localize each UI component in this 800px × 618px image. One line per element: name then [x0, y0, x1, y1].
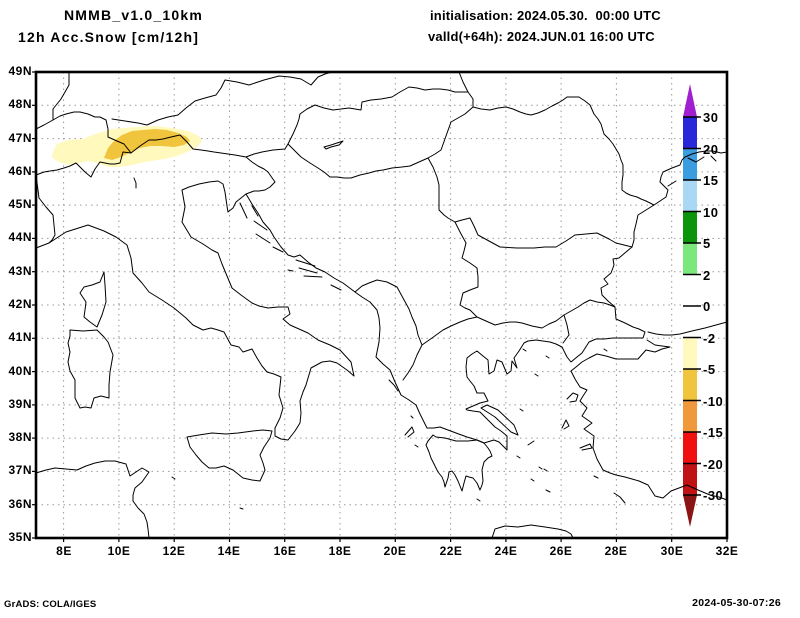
lon-label: 22E: [439, 544, 463, 558]
coastline-peloponnese: [425, 434, 493, 492]
coastline-italy: [35, 180, 355, 441]
coastline-tunisia: [35, 460, 150, 539]
lon-label: 8E: [56, 544, 72, 558]
colorbar-seg: [683, 306, 697, 338]
colorbar-label: -30: [703, 488, 724, 503]
border-czech: [111, 71, 333, 126]
lon-label: 26E: [549, 544, 573, 558]
lon-label: 18E: [328, 544, 352, 558]
border-romania: [427, 96, 655, 249]
lat-label: 49N: [8, 64, 32, 78]
lat-label: 36N: [8, 497, 32, 511]
lat-label: 45N: [8, 197, 32, 211]
lat-label: 35N: [8, 530, 32, 544]
colorbar-label: 15: [703, 173, 719, 188]
colorbar-seg: [683, 369, 697, 401]
lat-label: 42N: [8, 297, 32, 311]
colorbar-seg: [683, 180, 697, 212]
init-time-label: initialisation: 2024.05.30. 00:00 UTC: [430, 8, 661, 23]
lat-label: 46N: [8, 164, 32, 178]
colorbar-label: -10: [703, 394, 724, 409]
colorbar-seg: [683, 400, 697, 432]
coastline-balkans: [245, 150, 728, 451]
colorbar-seg: [683, 432, 697, 464]
colorbar-label: 30: [703, 110, 719, 125]
model-title: NMMB_v1.0_10km: [64, 7, 203, 23]
lon-label: 32E: [715, 544, 739, 558]
border-hungary: [287, 71, 474, 179]
colorbar-level-ticks: [683, 116, 701, 496]
lon-label: 28E: [604, 544, 628, 558]
colorbar-seg: [683, 274, 697, 306]
colorbar-seg: [683, 117, 697, 149]
lon-label: 24E: [494, 544, 518, 558]
snow-shading: [52, 126, 202, 167]
colorbar-label: -5: [703, 362, 716, 377]
coastline-corsica: [79, 271, 107, 328]
colorbar: [683, 84, 701, 527]
coastline-turkey-north: [647, 321, 728, 336]
creation-stamp: 2024-05-30-07:26: [692, 597, 781, 609]
lat-label: 41N: [8, 330, 32, 344]
lat-label: 40N: [8, 364, 32, 378]
lat-label: 43N: [8, 264, 32, 278]
colorbar-seg: [683, 337, 697, 369]
colorbar-top-arrow: [683, 84, 697, 117]
colorbar-label: 2: [703, 268, 711, 283]
lon-label: 30E: [660, 544, 684, 558]
coastline-sicily: [186, 429, 273, 482]
coastline-evia: [480, 404, 519, 436]
lat-label: 38N: [8, 430, 32, 444]
lat-label: 48N: [8, 97, 32, 111]
map-frame: [34, 70, 729, 540]
lon-label: 16E: [273, 544, 297, 558]
small-islands: [133, 177, 626, 510]
lon-label: 12E: [162, 544, 186, 558]
lake-balaton: [323, 140, 344, 150]
lon-label: 20E: [383, 544, 407, 558]
border-alps: [35, 71, 289, 244]
colorbar-seg: [683, 243, 697, 275]
colorbar-label: -15: [703, 425, 724, 440]
grads-stamp: GrADS: COLA/IGES: [4, 599, 97, 610]
lon-label: 10E: [107, 544, 131, 558]
lat-label: 39N: [8, 397, 32, 411]
colorbar-seg: [683, 463, 697, 495]
valid-time-label: valld(+64h): 2024.JUN.01 16:00 UTC: [428, 29, 655, 44]
lat-label: 44N: [8, 230, 32, 244]
colorbar-label: -2: [703, 331, 716, 346]
lat-label: 47N: [8, 131, 32, 145]
coastline-turkey-west: [570, 339, 728, 501]
coastline-crete: [491, 524, 574, 539]
coastline-sardinia: [67, 329, 114, 409]
colorbar-label: 0: [703, 299, 711, 314]
lat-label: 37N: [8, 463, 32, 477]
colorbar-label: -20: [703, 457, 724, 472]
colorbar-label: 5: [703, 236, 711, 251]
colorbar-label: 20: [703, 142, 719, 157]
lon-label: 14E: [217, 544, 241, 558]
border-bulgaria: [354, 221, 616, 381]
coastlines: [35, 71, 728, 539]
border-slovenia: [245, 156, 276, 195]
product-title: 12h Acc.Snow [cm/12h]: [18, 29, 200, 45]
black-sea-limans: [667, 155, 717, 187]
colorbar-seg: [683, 211, 697, 243]
colorbar-bottom-arrow: [683, 495, 697, 527]
colorbar-label: 10: [703, 205, 719, 220]
